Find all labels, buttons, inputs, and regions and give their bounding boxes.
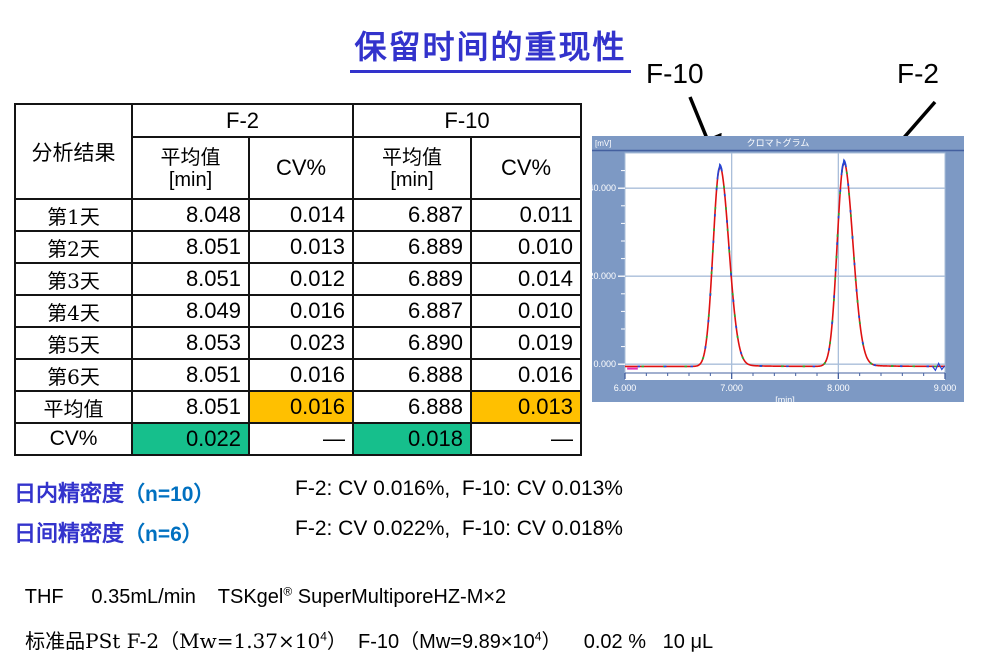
precision-intraday: 日内精密度（n=10） F-2: CV 0.016%, F-10: CV 0.0… <box>14 476 964 508</box>
conditions-line-2: 标准品PSt F-2（Mw=1.37×104） F-10（Mw=9.89×104… <box>14 602 713 654</box>
conditions-line-1: THF 0.35mL/min TSKgel® SuperMultiporeHZ-… <box>14 563 506 609</box>
table-cell: 0.010 <box>470 294 582 328</box>
y-tick-label: 20.000 <box>592 271 616 281</box>
page-title: 保留时间的重现性 <box>350 22 631 73</box>
table-cell: 6.888 <box>352 390 472 424</box>
trace-blue-apex <box>716 162 723 180</box>
conditions-concentration-volume: ） 0.02 % 10 μL <box>541 631 714 653</box>
table-cell: 0.013 <box>470 390 582 424</box>
row-label: 第3天 <box>14 262 133 296</box>
x-tick-label: 7.000 <box>720 383 743 393</box>
conditions-standard-f10: ） F-10（Mw=9.89×10 <box>326 631 535 653</box>
precision-interday-n: （n=6） <box>124 523 203 546</box>
table-cell: 0.023 <box>248 326 354 360</box>
col-header-f2-cv: CV% <box>248 136 354 200</box>
table-row: 第2天 8.051 0.013 6.889 0.010 <box>14 230 582 264</box>
y-tick-label: 40.000 <box>592 183 616 193</box>
row-label: CV% <box>14 422 133 456</box>
table-row: 第6天 8.051 0.016 6.888 0.016 <box>14 358 582 392</box>
table-cell: 0.016 <box>470 358 582 392</box>
col-header-f2-mean: 平均值 [min] <box>131 136 250 200</box>
conditions-eluent-flow-column: THF 0.35mL/min TSKgel <box>24 586 284 608</box>
table-cell: 0.014 <box>248 198 354 232</box>
y-axis-label: [mV] <box>595 139 611 148</box>
table-cell: 8.048 <box>131 198 250 232</box>
conditions-standard-f2: 标准品PSt F-2（Mw=1.37×10 <box>25 629 321 653</box>
exponent-f10: 4 <box>534 629 542 644</box>
conditions-column-name: SuperMultiporeHZ-M×2 <box>292 586 507 608</box>
table-cell: 8.053 <box>131 326 250 360</box>
table-cell: 8.051 <box>131 390 250 424</box>
table-sub-header-row: 平均值 [min] CV% 平均值 [min] CV% <box>15 136 582 200</box>
table-cell: 0.014 <box>470 262 582 296</box>
table-cell: 0.012 <box>248 262 354 296</box>
table-cell: 8.049 <box>131 294 250 328</box>
table-cell: 8.051 <box>131 262 250 296</box>
table-cell: 6.887 <box>352 294 472 328</box>
table-cell: 6.889 <box>352 262 472 296</box>
peak-label-f10: F-10 <box>646 58 704 89</box>
corner-header: 分析结果 <box>14 103 133 200</box>
peak-label-f2: F-2 <box>897 58 939 89</box>
title-row: 保留时间的重现性 <box>0 22 981 73</box>
baseline-noise-blue <box>931 361 945 372</box>
table-cell: 6.889 <box>352 230 472 264</box>
chromatogram-panel: 0.000 20.000 40.000 6.000 7.000 8.000 9.000 [mi… <box>592 136 964 402</box>
x-axis-label: [min] <box>775 395 795 402</box>
chart-title: クロマトグラム <box>747 137 810 148</box>
table-cell: 6.887 <box>352 198 472 232</box>
table-cell: 0.019 <box>470 326 582 360</box>
table-cell: 0.022 <box>131 422 250 456</box>
group-header-f10: F-10 <box>352 103 582 138</box>
row-label: 第1天 <box>14 198 133 232</box>
chromatogram-plot: 0.000 20.000 40.000 6.000 7.000 8.000 9.000 [mi… <box>592 137 964 402</box>
table-row: 第1天 8.048 0.014 6.887 0.011 <box>14 198 582 232</box>
col-header-f10-mean: 平均值 [min] <box>352 136 472 200</box>
table-cell: 0.011 <box>470 198 582 232</box>
precision-interday: 日间精密度（n=6） F-2: CV 0.022%, F-10: CV 0.01… <box>14 516 964 548</box>
table-cell: 0.016 <box>248 358 354 392</box>
table-cell: 0.010 <box>470 230 582 264</box>
table-row: 第3天 8.051 0.012 6.889 0.014 <box>14 262 582 296</box>
trace-green-overlay <box>625 159 945 368</box>
x-tick-label: 8.000 <box>827 383 850 393</box>
row-label: 第4天 <box>14 294 133 328</box>
precision-intraday-n: （n=10） <box>124 483 215 506</box>
precision-intraday-value: F-2: CV 0.016%, F-10: CV 0.013% <box>295 477 623 500</box>
table-cell: 8.051 <box>131 230 250 264</box>
y-tick-label: 0.000 <box>593 359 616 369</box>
table-cell: 0.013 <box>248 230 354 264</box>
table-row: 第5天 8.053 0.023 6.890 0.019 <box>14 326 582 360</box>
table-cell: 6.890 <box>352 326 472 360</box>
table-cell: 6.888 <box>352 358 472 392</box>
table-group-header-row: 分析结果 F-2 F-10 <box>14 103 582 200</box>
x-tick-label: 9.000 <box>934 383 957 393</box>
precision-interday-value: F-2: CV 0.022%, F-10: CV 0.018% <box>295 517 623 540</box>
table-cell: 8.051 <box>131 358 250 392</box>
table-cell: — <box>248 422 354 456</box>
row-label: 第6天 <box>14 358 133 392</box>
table-cell: — <box>470 422 582 456</box>
precision-intraday-label: 日内精密度 <box>14 481 125 507</box>
table-cell: 0.016 <box>248 390 354 424</box>
results-table: 分析结果 F-2 F-10 平均值 [min] CV% 平均值 [min] CV… <box>14 103 582 456</box>
row-label: 平均值 <box>14 390 133 424</box>
table-cell: 0.018 <box>352 422 472 456</box>
table-row: CV% 0.022—0.018— <box>14 422 582 456</box>
table-cell: 0.016 <box>248 294 354 328</box>
results-table-body: 第1天 8.048 0.014 6.887 0.011 第2天 8.051 0.013 6.88… <box>14 198 582 456</box>
trace-blue-apex <box>840 158 847 176</box>
precision-interday-label: 日间精密度 <box>14 521 125 547</box>
plot-area <box>625 153 945 380</box>
x-tick-label: 6.000 <box>614 383 637 393</box>
table-row: 平均值 8.051 0.016 6.888 0.013 <box>14 390 582 424</box>
exponent-f2: 4 <box>320 629 327 644</box>
row-label: 第5天 <box>14 326 133 360</box>
registered-trademark-sign: ® <box>283 584 293 599</box>
col-header-f10-cv: CV% <box>470 136 582 200</box>
group-header-f2: F-2 <box>131 103 354 138</box>
row-label: 第2天 <box>14 230 133 264</box>
table-row: 第4天 8.049 0.016 6.887 0.010 <box>14 294 582 328</box>
